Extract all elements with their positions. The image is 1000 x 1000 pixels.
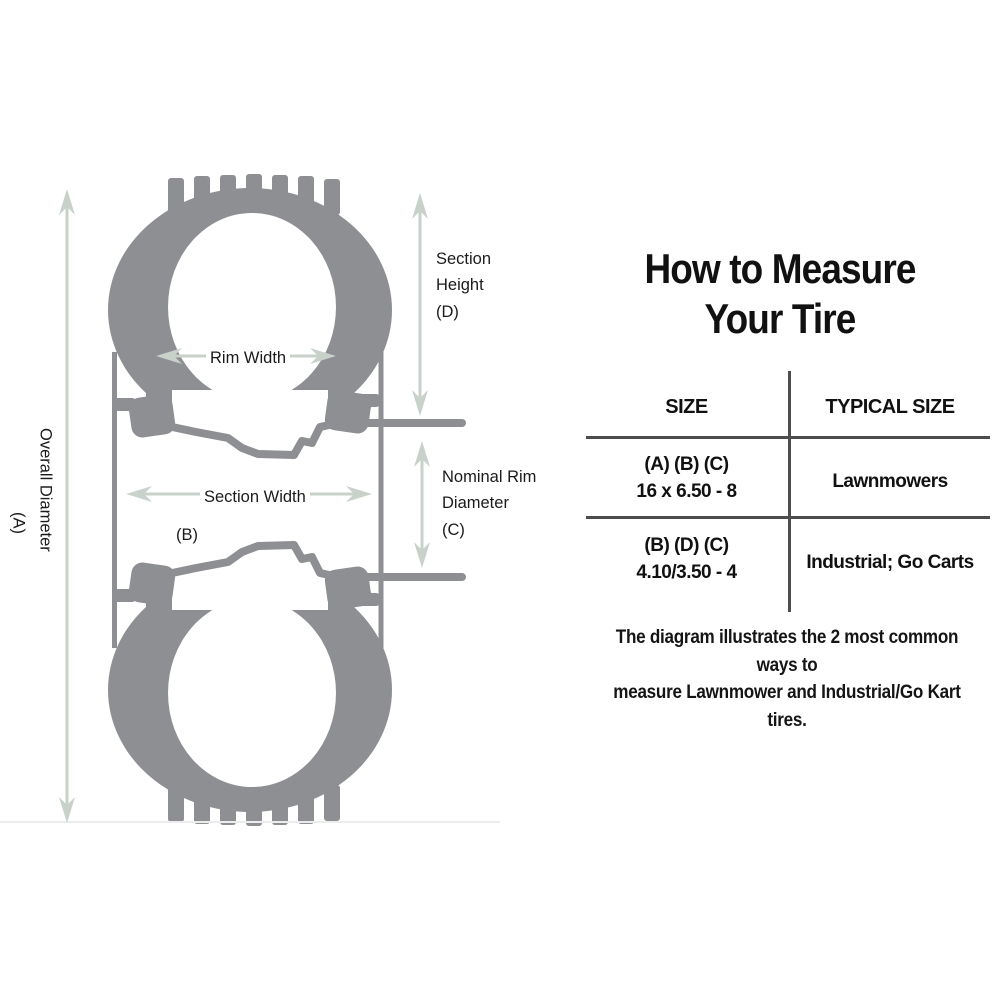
overall-diameter-label: Overall Diameter xyxy=(36,428,55,552)
row1-size-value: 16 x 6.50 - 8 xyxy=(636,480,737,502)
footnote-line1: The diagram illustrates the 2 most commo… xyxy=(615,627,959,676)
section-height-line2: Height xyxy=(436,276,484,295)
table-row-rule xyxy=(586,516,990,519)
section-width-label: Section Width xyxy=(200,484,310,511)
tire-cross-section-diagram xyxy=(0,174,500,826)
rim-width-label: Rim Width xyxy=(206,345,291,372)
row2-size-value: 4.10/3.50 - 4 xyxy=(636,561,737,583)
row1-size-keys: (A) (B) (C) xyxy=(644,454,729,475)
tire-upper-tread-knobs xyxy=(168,174,340,215)
page-title: How to Measure Your Tire xyxy=(586,244,973,345)
rim-profile-upper xyxy=(154,419,466,459)
nominal-rim-diameter-label: Nominal Rim Diameter (C) xyxy=(442,464,536,543)
tire-upper-body xyxy=(108,188,392,432)
section-width-key: (B) xyxy=(176,526,198,544)
row2-size-keys: (B) (D) (C) xyxy=(644,535,729,556)
nominal-rim-diameter-arrow xyxy=(414,441,430,568)
table-vertical-rule xyxy=(788,371,791,612)
rim-profile-lower xyxy=(154,541,466,581)
diagram-footnote: The diagram illustrates the 2 most commo… xyxy=(594,624,981,734)
table-header-typical-size: TYPICAL SIZE xyxy=(825,396,955,418)
section-height-line1: Section xyxy=(436,250,492,268)
rim-flange-lines-lower xyxy=(146,580,345,662)
table-row: (A) (B) (C) 16 x 6.50 - 8 xyxy=(585,452,788,505)
page-title-line2: Your Tire xyxy=(704,295,857,343)
tire-lower-half xyxy=(108,541,466,826)
overall-diameter-arrow xyxy=(59,189,75,823)
row2-typical: Industrial; Go Carts xyxy=(806,552,974,573)
tire-upper-half xyxy=(108,174,466,459)
tire-lower-body xyxy=(108,568,392,812)
section-height-arrow xyxy=(412,193,428,416)
section-height-label: Section Height (D) xyxy=(436,246,491,325)
nominal-rim-key: (C) xyxy=(442,520,465,539)
table-header-size: SIZE xyxy=(665,396,708,418)
page-title-line1: How to Measure xyxy=(644,245,916,292)
table-row: (B) (D) (C) 4.10/3.50 - 4 xyxy=(585,533,788,586)
tire-lower-tread-knobs xyxy=(168,785,340,826)
nominal-rim-line1: Nominal Rim xyxy=(442,468,537,486)
rim-flange-lines-upper xyxy=(146,338,345,420)
section-height-key: (D) xyxy=(436,302,459,321)
row1-typical: Lawnmowers xyxy=(832,471,948,492)
table-header-rule xyxy=(586,436,990,439)
footnote-line2: measure Lawnmower and Industrial/Go Kart… xyxy=(613,682,961,731)
overall-diameter-key: (A) xyxy=(9,512,28,534)
nominal-rim-line2: Diameter xyxy=(442,494,509,513)
